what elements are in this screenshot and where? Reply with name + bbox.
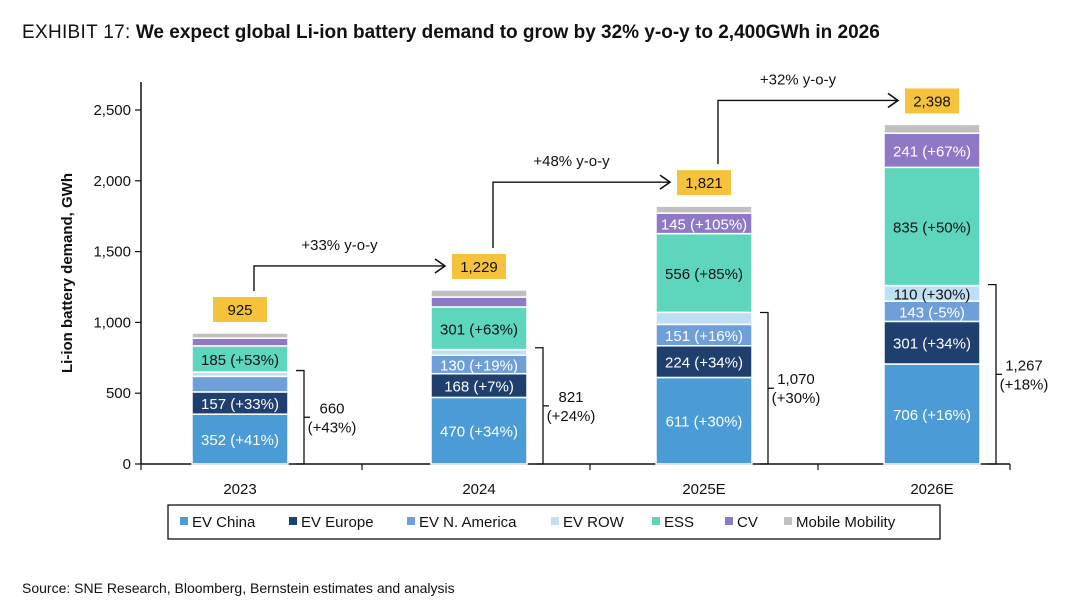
total-label: 925 [227, 302, 252, 319]
bar-segment [655, 311, 753, 326]
bar-value-label: 835 (+50%) [893, 219, 971, 236]
x-tick-label: 2023 [223, 481, 256, 498]
y-axis-label: Li-ion battery demand, GWh [59, 173, 76, 373]
bar-value-label: 556 (+85%) [665, 266, 743, 283]
growth-arrow-head [659, 174, 672, 190]
ev-bracket [988, 283, 997, 465]
growth-arrow-line [253, 265, 445, 292]
bar-segment [191, 345, 289, 373]
ev-growth-label: (+18%) [1000, 376, 1049, 393]
ev-total-label: 821 [558, 389, 583, 406]
ev-bracket [760, 311, 769, 465]
x-tick-label: 2026E [910, 481, 953, 498]
bar-value-label: 352 (+41%) [201, 432, 279, 449]
total-label: 2,398 [913, 93, 951, 110]
y-tick-label: 2,000 [93, 173, 131, 190]
x-tick-label: 2024 [462, 481, 495, 498]
exhibit-label: EXHIBIT 17: [22, 22, 131, 43]
bar-segment [430, 296, 528, 308]
growth-arrow-line [717, 99, 898, 165]
chart-title: EXHIBIT 17: We expect global Li-ion batt… [22, 22, 880, 44]
bar-segment [655, 376, 753, 465]
legend-entry: CV [737, 514, 758, 531]
x-tick-label: 2025E [682, 481, 725, 498]
bar-value-label: 145 (+105%) [661, 216, 747, 233]
ev-bracket [296, 369, 305, 465]
legend-entry: EV Europe [301, 514, 374, 531]
bar-value-label: 470 (+34%) [440, 424, 518, 441]
legend-swatch [652, 517, 660, 525]
bar-segment [655, 345, 753, 379]
ev-bracket [535, 347, 544, 465]
bar-value-label: 168 (+7%) [444, 379, 514, 396]
source-note: Source: SNE Research, Bloomberg, Bernste… [22, 580, 455, 596]
bar-segment [430, 289, 528, 298]
growth-label: +33% y-o-y [301, 237, 378, 254]
bar-value-label: 130 (+19%) [440, 357, 518, 374]
total-box [213, 297, 267, 323]
bar-segment [883, 320, 981, 365]
bar-segment [883, 123, 981, 134]
legend-swatch [725, 517, 733, 525]
bar-value-label: 157 (+33%) [201, 396, 279, 413]
y-tick-label: 2,500 [93, 102, 131, 119]
ev-growth-label: (+43%) [308, 419, 357, 436]
legend-swatch [407, 517, 415, 525]
bar-segment [430, 348, 528, 357]
headline: We expect global Li-ion battery demand t… [135, 22, 880, 43]
bar-value-label: 706 (+16%) [893, 407, 971, 424]
y-tick-label: 1,000 [93, 314, 131, 331]
bar-segment [883, 166, 981, 287]
bar-segment [191, 337, 289, 347]
bar-segment [191, 332, 289, 339]
legend-entry: Mobile Mobility [796, 514, 896, 531]
bar-value-label: 301 (+63%) [440, 321, 518, 338]
growth-label: +48% y-o-y [533, 153, 610, 170]
ev-total-label: 1,267 [1005, 357, 1043, 374]
growth-arrow-line [492, 181, 670, 248]
bar-value-label: 151 (+16%) [665, 328, 743, 345]
y-tick-label: 1,500 [93, 244, 131, 261]
legend-entry: ESS [664, 514, 694, 531]
legend-entry: EV N. America [419, 514, 517, 531]
bar-value-label: 110 (+30%) [894, 286, 971, 303]
legend-swatch [289, 517, 297, 525]
ev-growth-label: (+24%) [547, 408, 596, 425]
bar-value-label: 143 (-5%) [899, 304, 965, 321]
growth-arrow-head [434, 258, 447, 274]
ev-growth-label: (+30%) [772, 390, 821, 407]
total-label: 1,229 [460, 259, 498, 276]
bar-segment [883, 132, 981, 169]
legend-entry: EV China [192, 514, 256, 531]
ev-total-label: 1,070 [777, 371, 815, 388]
bar-segment [655, 205, 753, 214]
growth-arrow-head [887, 92, 900, 109]
total-label: 1,821 [685, 175, 723, 192]
y-tick-label: 500 [106, 385, 131, 402]
total-box [677, 170, 731, 196]
y-tick-label: 0 [123, 456, 131, 473]
bar-value-label: 611 (+30%) [666, 414, 743, 431]
bar-segment [191, 375, 289, 393]
growth-label: +32% y-o-y [760, 71, 837, 88]
ev-total-label: 660 [319, 400, 344, 417]
bar-segment [655, 232, 753, 314]
bar-segment [883, 363, 981, 465]
bar-value-label: 241 (+67%) [893, 143, 971, 160]
total-box [452, 253, 506, 279]
bar-value-label: 224 (+34%) [665, 355, 743, 372]
legend-swatch [180, 517, 188, 525]
bar-value-label: 185 (+53%) [201, 352, 279, 369]
legend-swatch [784, 517, 792, 525]
bar-value-label: 301 (+34%) [893, 336, 971, 353]
total-box [905, 88, 959, 114]
legend-swatch [551, 517, 559, 525]
legend-entry: EV ROW [563, 514, 625, 531]
